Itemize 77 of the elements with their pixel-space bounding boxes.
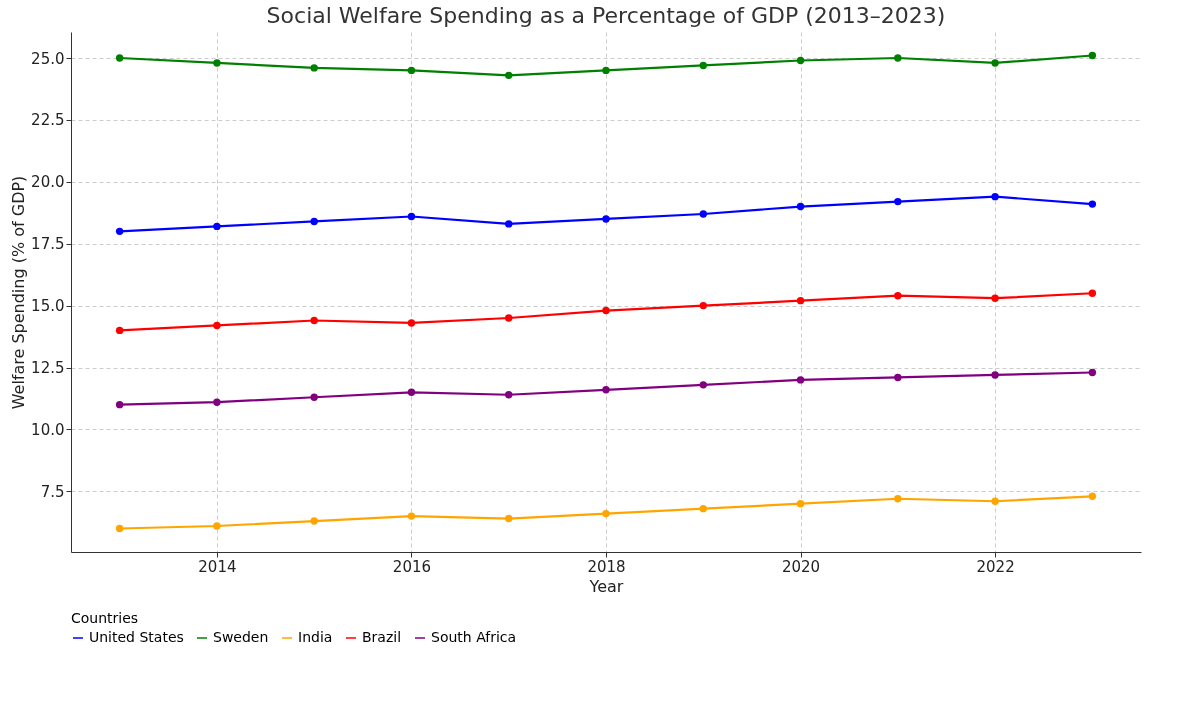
point: [602, 66, 610, 75]
x-tick-label: 2014: [198, 557, 237, 576]
point: [894, 292, 902, 300]
point: [310, 217, 318, 226]
point: [796, 376, 805, 384]
point: [796, 202, 805, 211]
x-tick-label: 2020: [781, 557, 821, 576]
point: [991, 59, 999, 67]
x-tick-label: 2016: [392, 557, 432, 576]
point: [407, 512, 416, 520]
x-axis-title: Year: [588, 576, 624, 596]
legend-label: United States: [89, 629, 184, 645]
legend-title: Countries: [71, 610, 139, 626]
point: [1088, 368, 1097, 377]
point: [894, 373, 902, 382]
point: [310, 64, 318, 72]
point: [602, 215, 610, 223]
point: [407, 66, 416, 75]
point: [699, 210, 707, 218]
point: [407, 388, 416, 396]
x-tick-label: 2022: [976, 557, 1015, 576]
point: [796, 296, 805, 305]
point: [894, 54, 902, 62]
y-tick-label: 22.5: [31, 111, 65, 130]
point: [1088, 289, 1097, 297]
point: [310, 393, 318, 401]
y-tick-label: 12.5: [31, 359, 65, 378]
legend-label: Brazil: [362, 629, 402, 645]
point: [894, 495, 902, 503]
point: [115, 400, 124, 409]
point: [115, 227, 124, 236]
y-tick-label: 20.0: [31, 173, 65, 192]
point: [796, 500, 805, 508]
point: [505, 514, 513, 523]
point: [699, 381, 707, 389]
point: [505, 314, 513, 322]
point: [310, 316, 318, 325]
legend-label: India: [298, 629, 333, 645]
chart-title: Social Welfare Spending as a Percentage of GDP (2013–2023): [266, 3, 946, 28]
legend-label: South Africa: [431, 629, 517, 645]
point: [602, 306, 610, 315]
point: [213, 321, 221, 330]
point: [1088, 51, 1097, 60]
point: [796, 56, 805, 65]
point: [505, 71, 513, 80]
point: [310, 517, 318, 525]
point: [115, 54, 124, 62]
point: [991, 294, 999, 302]
y-tick-label: 17.5: [31, 235, 65, 254]
point: [991, 497, 999, 505]
point: [699, 301, 707, 310]
point: [894, 197, 902, 206]
point: [1088, 492, 1097, 500]
point: [115, 326, 124, 335]
point: [407, 319, 416, 327]
point: [213, 59, 221, 67]
point: [407, 212, 416, 221]
y-tick-label: 10.0: [31, 420, 65, 439]
y-axis-title: Welfare Spending (% of GDP): [9, 175, 29, 410]
point: [602, 386, 610, 394]
point: [213, 522, 221, 530]
point: [505, 391, 513, 399]
y-tick-label: 7.5: [40, 482, 65, 501]
point: [991, 371, 999, 379]
y-tick-label: 15.0: [31, 297, 65, 316]
y-tick-label: 25.0: [31, 49, 65, 68]
point: [699, 504, 707, 513]
point: [602, 509, 610, 518]
x-tick-label: 2018: [587, 557, 626, 576]
point: [213, 222, 221, 231]
legend-label: Sweden: [213, 629, 269, 645]
point: [699, 61, 707, 70]
point: [115, 524, 124, 533]
point: [505, 220, 513, 228]
point: [991, 192, 999, 201]
point: [213, 398, 221, 406]
point: [1088, 200, 1097, 208]
